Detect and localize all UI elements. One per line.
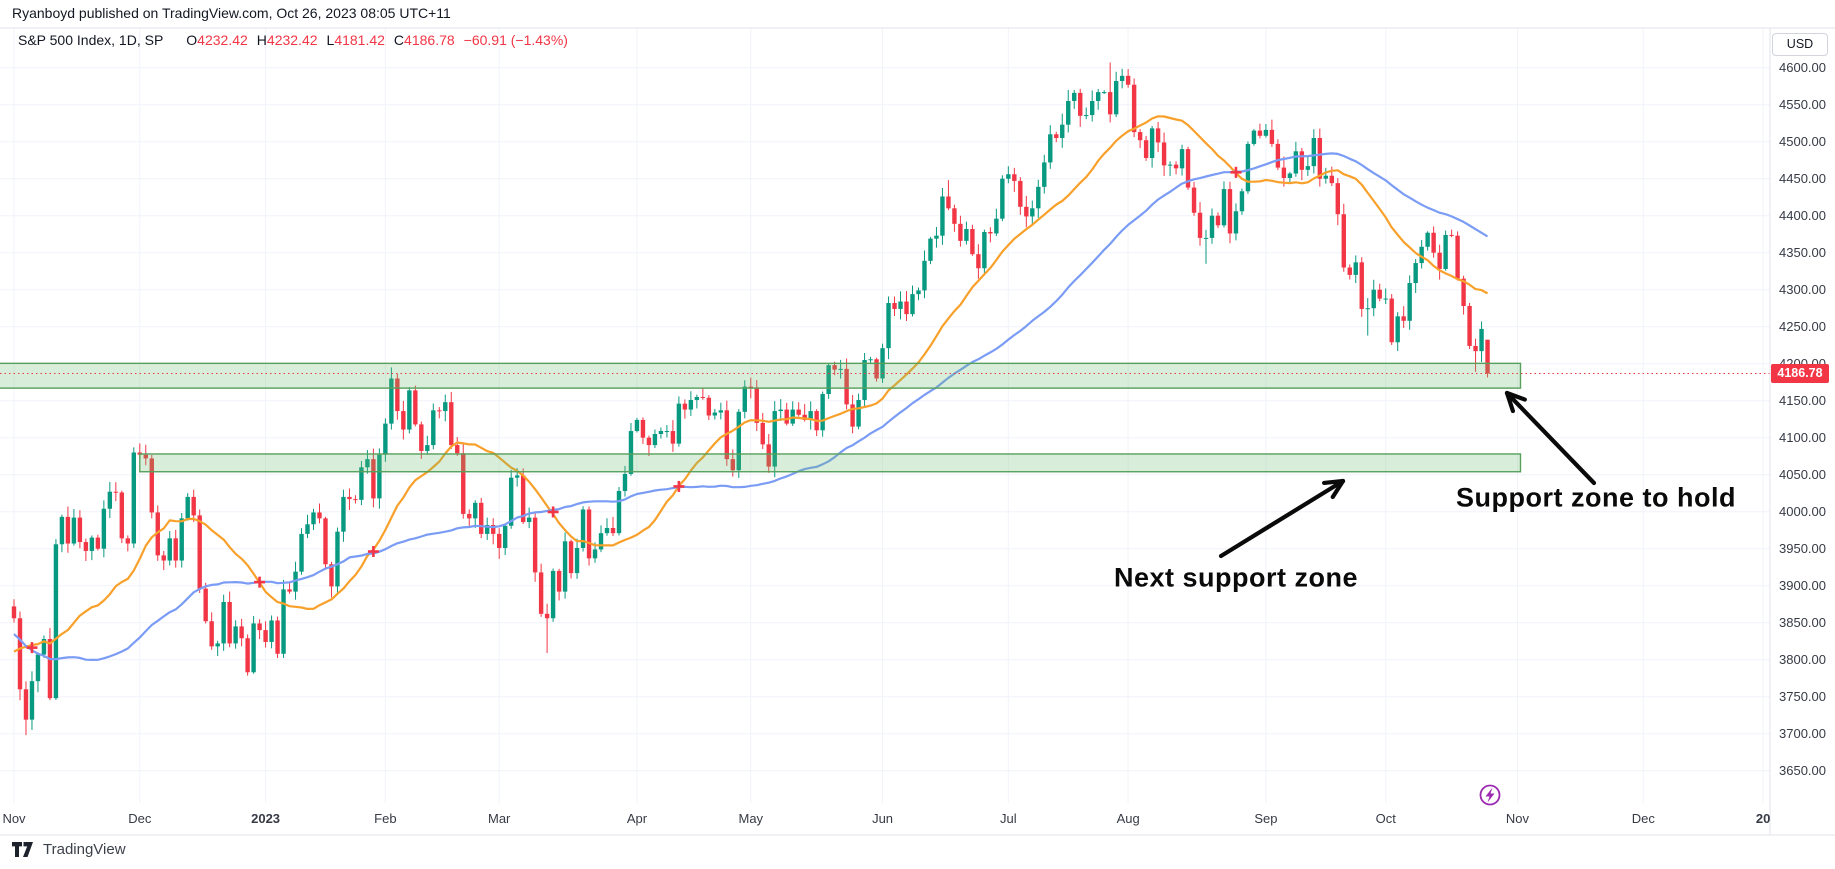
last-price-label: 4186.78	[1771, 363, 1829, 383]
svg-text:3700.00: 3700.00	[1779, 726, 1826, 741]
ohlc-value-O: 4232.42	[197, 32, 248, 48]
svg-text:Aug: Aug	[1117, 811, 1140, 826]
support-zones	[0, 362, 1522, 473]
tradingview-logo[interactable]: TradingView	[12, 841, 126, 858]
svg-text:Nov: Nov	[1506, 811, 1530, 826]
svg-text:Dec: Dec	[1632, 811, 1656, 826]
svg-text:4500.00: 4500.00	[1779, 134, 1826, 149]
time-axis[interactable]: Nov Dec 2023 Feb Mar Apr May Jun Jul Aug Sep Oct Nov…	[2, 811, 1770, 826]
svg-text:Sep: Sep	[1254, 811, 1277, 826]
ohlc-key-O: O	[186, 32, 198, 48]
ohlc-key-H: H	[256, 32, 267, 48]
svg-text:May: May	[738, 811, 763, 826]
svg-text:4450.00: 4450.00	[1779, 171, 1826, 186]
svg-text:3800.00: 3800.00	[1779, 652, 1826, 667]
svg-text:4400.00: 4400.00	[1779, 208, 1826, 223]
svg-text:Dec: Dec	[128, 811, 152, 826]
pane-borders	[0, 27, 1835, 836]
svg-text:3850.00: 3850.00	[1779, 615, 1826, 630]
svg-text:Jun: Jun	[872, 811, 893, 826]
svg-text:4150.00: 4150.00	[1779, 393, 1826, 408]
publish-info: Ryanboyd published on TradingView.com, O…	[12, 5, 451, 21]
price-axis[interactable]: 4600.00 4550.00 4500.00 4450.00 4400.00 4350.…	[1779, 60, 1826, 778]
svg-text:4000.00: 4000.00	[1779, 504, 1826, 519]
symbol-title[interactable]: S&P 500 Index, 1D, SP	[18, 32, 164, 48]
svg-text:Jul: Jul	[1000, 811, 1017, 826]
candles-layer	[11, 62, 1490, 736]
svg-text:3750.00: 3750.00	[1779, 689, 1826, 704]
svg-text:Oct: Oct	[1376, 811, 1397, 826]
ohlc-value-C: 4186.78	[404, 32, 455, 48]
svg-text:4600.00: 4600.00	[1779, 60, 1826, 75]
grid-lines	[0, 28, 1770, 803]
svg-text:20: 20	[1756, 811, 1770, 826]
svg-text:4350.00: 4350.00	[1779, 245, 1826, 260]
tradingview-logo-icon	[12, 842, 33, 857]
svg-text:Nov: Nov	[2, 811, 26, 826]
svg-text:Apr: Apr	[627, 811, 648, 826]
ohlc-values: O4232.42 H4232.42 L4181.42 C4186.78 −60.91 (…	[177, 32, 568, 48]
ohlc-key-L: L	[326, 32, 335, 48]
svg-text:4550.00: 4550.00	[1779, 97, 1826, 112]
tradingview-logo-text: TradingView	[43, 841, 126, 858]
svg-text:Feb: Feb	[374, 811, 396, 826]
svg-text:4300.00: 4300.00	[1779, 282, 1826, 297]
svg-text:2023: 2023	[251, 811, 280, 826]
svg-text:4050.00: 4050.00	[1779, 467, 1826, 482]
svg-text:4250.00: 4250.00	[1779, 319, 1826, 334]
lightning-icon[interactable]	[1479, 784, 1501, 806]
symbol-legend: S&P 500 Index, 1D, SP O4232.42 H4232.42 L41…	[18, 32, 568, 48]
svg-text:3950.00: 3950.00	[1779, 541, 1826, 556]
annotation-arrows	[1218, 390, 1597, 559]
ohlc-value-H: 4232.42	[266, 32, 318, 48]
currency-button[interactable]: USD	[1772, 33, 1828, 56]
svg-text:Mar: Mar	[488, 811, 511, 826]
svg-text:4100.00: 4100.00	[1779, 430, 1826, 445]
annotation-support-zone-to-hold[interactable]: Support zone to hold	[1456, 482, 1736, 513]
change-value: −60.91 (−1.43%)	[463, 32, 568, 48]
svg-text:3650.00: 3650.00	[1779, 763, 1826, 778]
ohlc-key-C: C	[393, 32, 405, 48]
annotation-next-support-zone[interactable]: Next support zone	[1113, 562, 1359, 593]
ma-cross-markers	[26, 166, 1242, 654]
ohlc-value-L: 4181.42	[334, 32, 385, 48]
svg-text:3900.00: 3900.00	[1779, 578, 1826, 593]
